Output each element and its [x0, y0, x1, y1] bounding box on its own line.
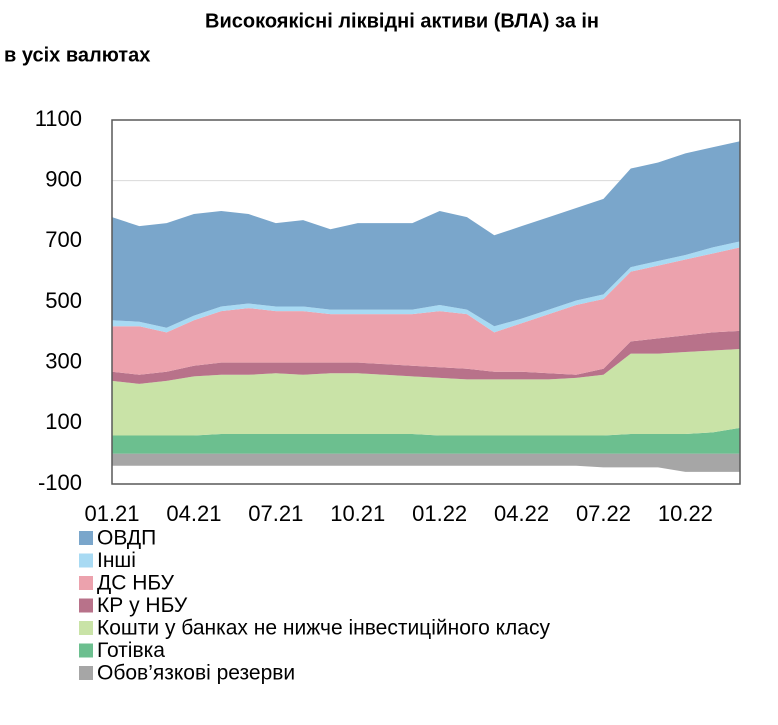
legend-label: КР у НБУ [97, 594, 188, 617]
y-tick-label: 1100 [35, 106, 82, 131]
area [112, 141, 740, 328]
legend-label: ОВДП [97, 527, 156, 550]
x-tick-label: 10.21 [330, 501, 385, 526]
area [112, 330, 740, 384]
x-tick-label: 10.22 [658, 501, 713, 526]
area [112, 349, 740, 436]
area [112, 241, 740, 333]
legend-label: Кошти у банках не нижче інвестиційного к… [97, 617, 550, 640]
chart-title: Високоякісні ліквідні активи (ВЛА) за ін [205, 10, 599, 32]
x-tick-label: 07.21 [248, 501, 303, 526]
x-tick-label: 01.21 [84, 501, 139, 526]
legend-swatch [79, 598, 93, 613]
x-tick-label: 01.22 [412, 501, 467, 526]
legend-label: Інші [97, 549, 136, 572]
y-tick-label: 500 [45, 288, 82, 313]
legend-label: ДС НБУ [97, 572, 175, 595]
x-tick-label: 04.22 [494, 501, 549, 526]
legend-swatch [79, 643, 93, 658]
area [112, 427, 740, 454]
legend-label: Готівка [97, 639, 165, 662]
y-tick-label: 900 [45, 166, 82, 191]
legend-label: Обов’язкові резерви [97, 662, 295, 685]
legend-swatch [79, 531, 93, 545]
y-tick-label: 700 [45, 227, 82, 252]
area [112, 247, 740, 375]
y-tick-label: 300 [45, 348, 82, 373]
legend-swatch [79, 666, 93, 680]
chart-subtitle: в усіх валютах [4, 44, 150, 66]
area [112, 453, 740, 472]
plot-border [111, 119, 741, 485]
legend-swatch [79, 553, 93, 568]
legend-swatch [79, 621, 93, 635]
y-tick-label: 100 [45, 409, 82, 434]
y-tick-label: -100 [38, 470, 82, 495]
legend-swatch [79, 576, 93, 590]
x-tick-label: 07.22 [576, 501, 631, 526]
x-tick-label: 04.21 [166, 501, 221, 526]
